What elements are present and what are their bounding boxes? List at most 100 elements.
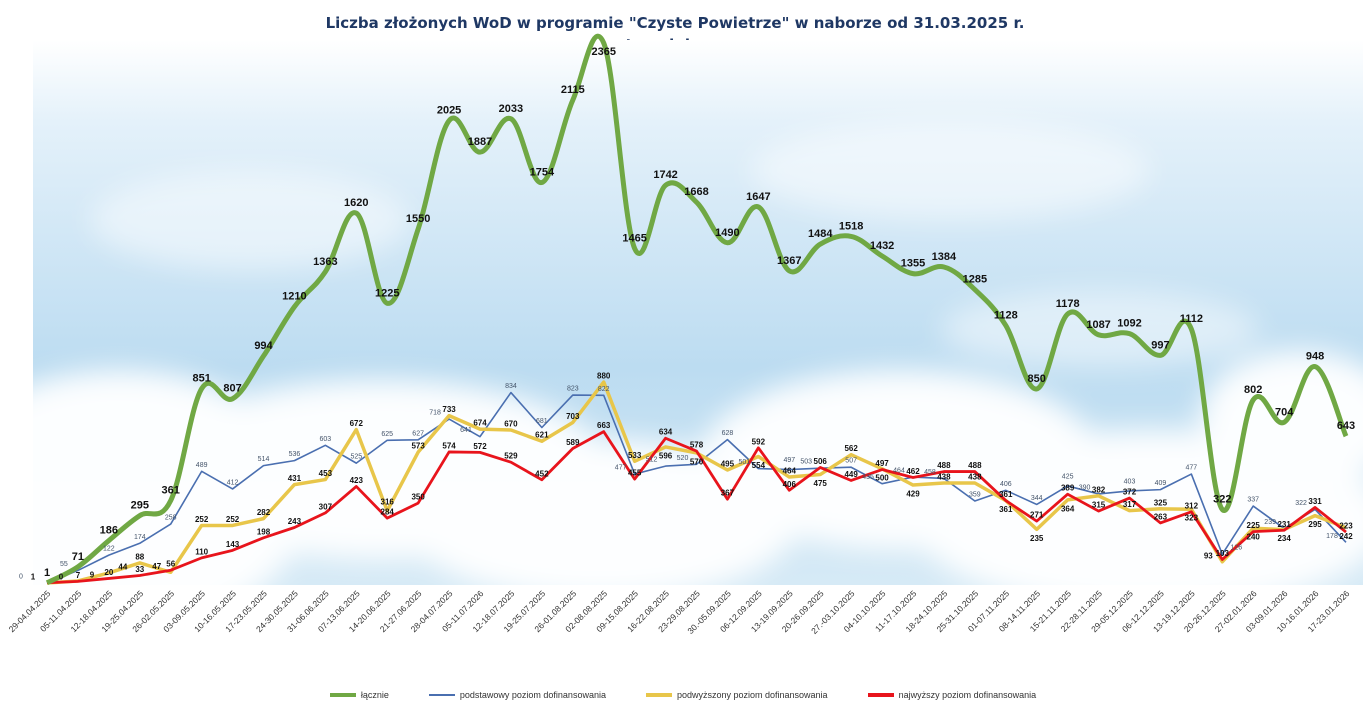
- data-label: 718: [429, 410, 441, 417]
- data-label: 331: [1308, 497, 1322, 506]
- data-label: 110: [195, 547, 208, 556]
- data-label: 1: [44, 567, 50, 579]
- data-label: 834: [505, 383, 517, 390]
- legend-item: podwyższony poziom dofinansowania: [645, 690, 828, 700]
- line-chart: 1711862953618518079941210136316201225155…: [0, 33, 1366, 636]
- data-label: 263: [1154, 512, 1168, 521]
- data-label: 802: [1244, 384, 1262, 396]
- data-label: 880: [597, 372, 611, 381]
- data-label: 455: [628, 469, 642, 478]
- data-label: 501: [739, 459, 751, 466]
- data-label: 235: [1030, 534, 1044, 543]
- data-label: 143: [226, 540, 240, 549]
- data-label: 361: [162, 485, 180, 497]
- data-label: 514: [258, 456, 270, 463]
- legend-label: podstawowy poziom dofinansowania: [459, 690, 606, 700]
- data-label: 389: [1061, 484, 1075, 493]
- data-label: 497: [875, 459, 889, 468]
- data-label: 312: [1185, 501, 1199, 510]
- data-label: 198: [257, 527, 271, 536]
- data-label: 643: [1337, 420, 1355, 432]
- data-label: 621: [535, 431, 549, 440]
- data-label: 252: [226, 515, 240, 524]
- data-label: 252: [195, 515, 209, 524]
- data-label: 464: [783, 467, 797, 476]
- data-label: 284: [381, 508, 395, 517]
- data-label: 733: [442, 405, 456, 414]
- data-label: 1432: [870, 240, 894, 252]
- data-label: 2365: [591, 46, 615, 58]
- legend-swatch: [329, 693, 356, 697]
- data-label: 234: [1277, 534, 1291, 543]
- data-label: 572: [473, 442, 487, 451]
- data-label: 449: [844, 470, 858, 479]
- data-label: 525: [350, 454, 362, 461]
- data-label: 322: [1213, 493, 1231, 505]
- data-label: 47: [152, 562, 161, 571]
- data-label: 596: [659, 451, 673, 460]
- data-label: 823: [567, 386, 579, 393]
- data-label: 625: [381, 431, 393, 438]
- data-label: 282: [257, 508, 271, 517]
- data-label: 0: [19, 574, 23, 581]
- data-label: 1550: [406, 213, 430, 225]
- data-label: 231: [1277, 520, 1291, 529]
- data-label: 1742: [653, 169, 677, 181]
- data-label: 71: [72, 551, 84, 563]
- data-label: 672: [350, 419, 364, 428]
- data-label: 850: [1028, 373, 1046, 385]
- data-label: 225: [1247, 521, 1261, 530]
- data-label: 438: [937, 472, 951, 481]
- data-label: 1128: [994, 309, 1018, 321]
- data-label: 103: [1216, 549, 1230, 558]
- data-label: 520: [677, 455, 689, 462]
- data-label: 1225: [375, 287, 399, 299]
- data-label: 1490: [715, 227, 739, 239]
- data-label: 1: [31, 572, 36, 581]
- data-label: 603: [320, 436, 332, 443]
- data-label: 1484: [808, 228, 833, 240]
- data-label: 562: [844, 444, 858, 453]
- data-label: 663: [597, 421, 611, 430]
- data-label: 174: [134, 534, 146, 541]
- data-label: 1384: [932, 251, 957, 263]
- data-label: 423: [350, 476, 364, 485]
- data-label: 361: [999, 490, 1013, 499]
- data-label: 1092: [1117, 318, 1141, 330]
- data-label: 634: [659, 428, 673, 437]
- data-label: 570: [690, 457, 704, 466]
- data-label: 1285: [963, 274, 987, 286]
- data-label: 0: [59, 573, 64, 582]
- data-label: 822: [598, 386, 610, 393]
- data-label: 186: [100, 525, 118, 537]
- data-label: 359: [969, 492, 981, 499]
- data-label: 512: [646, 457, 658, 464]
- data-label: 453: [319, 469, 333, 478]
- data-label: 316: [381, 497, 395, 506]
- data-label: 372: [1123, 488, 1137, 497]
- data-label: 126: [1230, 545, 1242, 552]
- data-label: 361: [999, 505, 1013, 514]
- data-label: 2115: [561, 84, 585, 96]
- data-label: 412: [227, 479, 239, 486]
- data-label: 438: [968, 472, 982, 481]
- data-label: 681: [536, 418, 548, 425]
- data-label: 1620: [344, 197, 368, 209]
- data-label: 641: [460, 427, 472, 434]
- data-label: 93: [1204, 551, 1213, 560]
- data-label: 1087: [1086, 319, 1110, 331]
- data-label: 367: [721, 489, 735, 498]
- data-label: 403: [1124, 478, 1136, 485]
- data-label: 315: [1092, 501, 1106, 510]
- data-label: 807: [223, 383, 241, 395]
- data-label: 574: [442, 441, 456, 450]
- data-label: 350: [411, 493, 425, 502]
- data-label: 578: [690, 441, 704, 450]
- data-label: 435: [862, 474, 874, 481]
- series-line-1: [46, 391, 1347, 584]
- data-label: 704: [1275, 406, 1294, 418]
- data-label: 1518: [839, 220, 863, 232]
- data-label: 489: [196, 462, 208, 469]
- legend-swatch: [428, 694, 455, 696]
- data-label: 533: [628, 451, 642, 460]
